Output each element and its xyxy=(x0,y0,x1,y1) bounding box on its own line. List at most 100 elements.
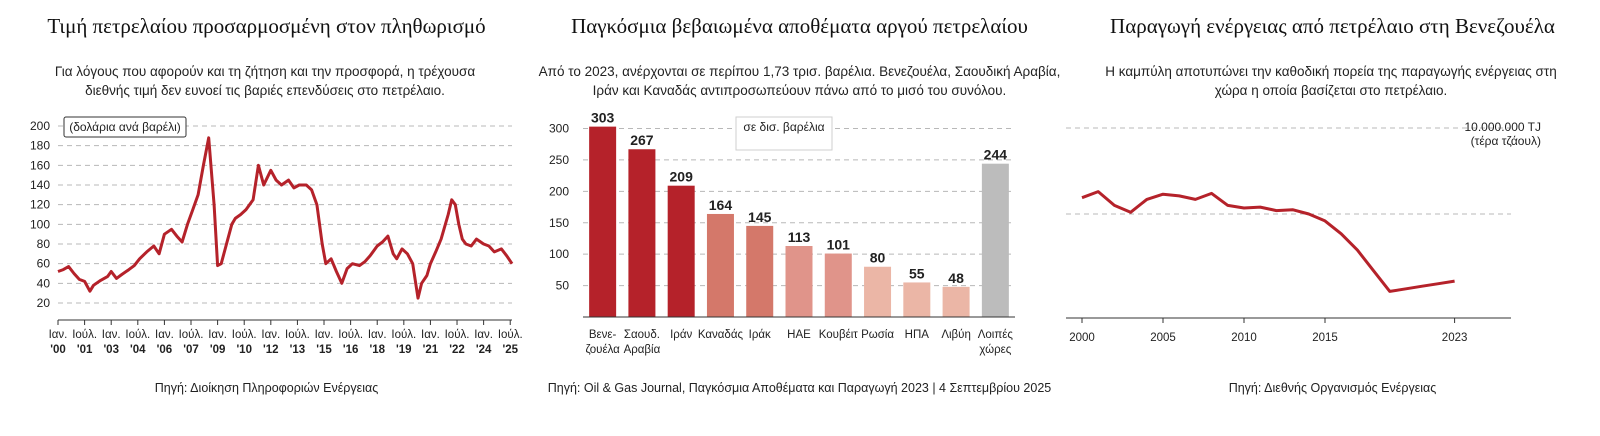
x-tick-label: 2000 xyxy=(1069,332,1095,344)
panel-oil-price: Τιμή πετρελαίου προσαρμοσμένη στον πληθω… xyxy=(0,0,533,436)
x-tick-label: Ιούλ. xyxy=(391,329,416,341)
y-tick-label: 60 xyxy=(37,257,51,271)
category-label: Σαουδ. xyxy=(624,329,660,341)
oil-price-line-chart: 20 40 60 80 100 120 140 160 180 200 Ιαν. '00 Ιούλ. '… xyxy=(30,116,523,356)
category-label: Βενε- xyxy=(589,329,617,341)
x-tick-year: '03 xyxy=(103,344,119,356)
unit-label-box xyxy=(63,116,187,138)
x-tick-label: Ιούλ. xyxy=(232,329,257,341)
x-tick-label: Ιαν. xyxy=(315,329,334,341)
category-label: ΗΑΕ xyxy=(787,329,811,341)
x-tick-year: '10 xyxy=(236,344,252,356)
bar-value-label: 55 xyxy=(909,265,925,281)
panel-oil-reserves: Παγκόσμια βεβαιωμένα αποθέματα αργού πετ… xyxy=(533,0,1066,436)
bar xyxy=(706,213,734,317)
bar xyxy=(746,225,774,317)
x-tick-year: '16 xyxy=(343,344,359,356)
bar-value-label: 244 xyxy=(984,147,1008,163)
category-label: Λοιπές xyxy=(978,329,1014,341)
oil-reserves-bar-chart: 50 100 150 200 250 300 σε δισ. βαρέλια 303 Βεν… xyxy=(549,110,1015,356)
y-tick-label: 150 xyxy=(549,216,569,230)
x-tick-label: Ιούλ. xyxy=(338,329,363,341)
x-tick-year: '19 xyxy=(396,344,412,356)
x-tick-year: '12 xyxy=(263,344,279,356)
category-label: ΗΠΑ xyxy=(905,329,930,341)
x-tick-label: 2005 xyxy=(1150,332,1176,344)
bar xyxy=(628,149,656,317)
y-tick-label: 200 xyxy=(549,184,569,198)
chart-title: Παραγωγή ενέργειας από πετρέλαιο στη Βεν… xyxy=(1110,14,1555,38)
bar-value-label: 48 xyxy=(948,270,964,286)
bar-value-label: 80 xyxy=(870,250,886,266)
bar xyxy=(785,246,813,317)
bar-value-label: 209 xyxy=(670,169,694,185)
x-tick-label: Ιαν. xyxy=(421,329,440,341)
category-label: Λιβύη xyxy=(941,329,971,341)
category-label: Ρωσία xyxy=(861,329,894,341)
chart-subtitle: Από το 2023, ανέρχονται σε περίπου 1,73 … xyxy=(538,64,1061,98)
x-tick-label: Ιούλ. xyxy=(285,329,310,341)
y-tick-label: 300 xyxy=(549,122,569,136)
y-tick-label: 160 xyxy=(30,158,50,172)
category-label: Κουβέιτ xyxy=(819,329,859,341)
bar xyxy=(942,286,970,317)
x-tick-year: '04 xyxy=(130,344,146,356)
y-tick-label: 200 xyxy=(30,119,50,133)
x-tick-year: '07 xyxy=(183,344,199,356)
unit-label: σε δισ. βαρέλια xyxy=(743,120,824,134)
x-tick-label: 2023 xyxy=(1442,332,1468,344)
x-tick-year: '24 xyxy=(476,344,492,356)
x-tick-year: '00 xyxy=(50,344,66,356)
y-tick-label: 250 xyxy=(549,153,569,167)
x-tick-label: Ιαν. xyxy=(368,329,387,341)
bar xyxy=(589,126,617,318)
panel-venezuela-energy: Παραγωγή ενέργειας από πετρέλαιο στη Βεν… xyxy=(1066,0,1599,436)
y-tick-label: 180 xyxy=(30,139,50,153)
bar-value-label: 113 xyxy=(788,229,811,245)
y-tick-label: 50 xyxy=(556,279,570,293)
series-line xyxy=(57,136,514,300)
x-tick-label: Ιούλ. xyxy=(498,329,523,341)
venezuela-energy-line-chart: 2000 2005 2010 2015 2023 10.000.000 TJ (τέρα… xyxy=(1066,120,1541,344)
bar-value-label: 303 xyxy=(591,110,615,126)
x-tick-label: Ιαν. xyxy=(261,329,280,341)
y-tick-label: 80 xyxy=(37,237,51,251)
y-tick-label: 140 xyxy=(30,178,50,192)
x-tick-label: 2010 xyxy=(1231,332,1257,344)
top-gridline-label: 10.000.000 TJ xyxy=(1464,120,1541,134)
chart-subtitle: Για λόγους που αφορούν και τη ζήτηση και… xyxy=(54,64,476,98)
x-tick-label: Ιαν. xyxy=(102,329,121,341)
x-tick-year: '21 xyxy=(423,344,439,356)
category-label: Καναδάς xyxy=(698,329,744,341)
bar xyxy=(824,253,852,317)
chart-source: Πηγή: Διοίκηση Πληροφοριών Ενέργειας xyxy=(154,381,379,395)
chart-title: Τιμή πετρελαίου προσαρμοσμένη στον πληθω… xyxy=(47,14,486,38)
x-tick-label: Ιούλ. xyxy=(179,329,204,341)
bar-value-label: 101 xyxy=(827,237,851,253)
x-tick-label: Ιούλ. xyxy=(125,329,150,341)
y-tick-label: 100 xyxy=(549,247,569,261)
x-tick-label: Ιαν. xyxy=(474,329,493,341)
y-tick-label: 100 xyxy=(30,217,50,231)
y-tick-label: 120 xyxy=(30,198,50,212)
x-tick-year: '25 xyxy=(502,344,518,356)
bar xyxy=(981,163,1009,317)
top-gridline-unit: (τέρα τζάουλ) xyxy=(1471,134,1541,148)
category-label: Ιράκ xyxy=(749,329,771,341)
unit-label-box xyxy=(735,116,833,151)
y-tick-label: 40 xyxy=(37,276,51,290)
x-tick-year: '13 xyxy=(290,344,306,356)
x-tick-label: Ιαν. xyxy=(208,329,227,341)
bar-value-label: 267 xyxy=(630,132,654,148)
category-label: Ιράν xyxy=(670,329,692,341)
y-tick-label: 20 xyxy=(37,296,51,310)
x-tick-year: '22 xyxy=(449,344,465,356)
series-line xyxy=(1081,190,1455,293)
x-tick-year: '06 xyxy=(157,344,173,356)
x-tick-year: '18 xyxy=(369,344,385,356)
bar xyxy=(667,185,695,317)
bar xyxy=(903,282,931,317)
x-tick-label: Ιαν. xyxy=(49,329,68,341)
chart-title: Παγκόσμια βεβαιωμένα αποθέματα αργού πετ… xyxy=(571,14,1028,38)
x-tick-year: '15 xyxy=(316,344,332,356)
